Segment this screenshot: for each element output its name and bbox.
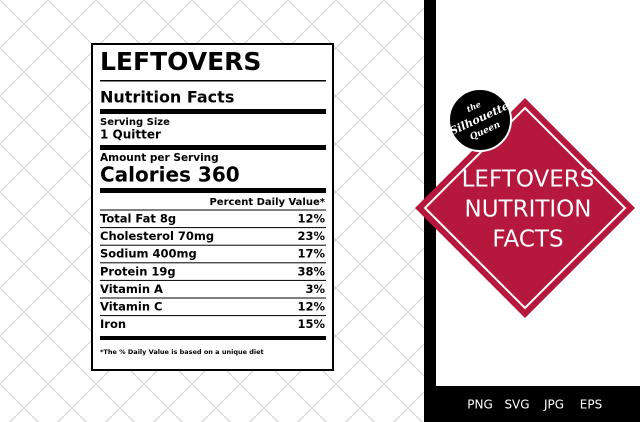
format-label: SVG <box>504 398 529 412</box>
nutrient-percent: 23% <box>297 229 325 243</box>
label-title: LEFTOVERS <box>100 47 261 76</box>
format-label: EPS <box>580 398 602 412</box>
nutrient-percent: 15% <box>297 317 325 331</box>
diamond-border <box>423 106 627 310</box>
nutrient-name: Cholesterol 70mg <box>100 229 214 243</box>
rule <box>100 145 326 150</box>
nutrient-percent: 12% <box>297 300 325 314</box>
nutrient-name: Protein 19g <box>100 264 176 278</box>
rule <box>100 315 326 317</box>
diamond <box>415 98 635 318</box>
rule <box>100 209 326 211</box>
format-label: PNG <box>467 398 493 412</box>
nutrient-name: Vitamin C <box>100 300 162 314</box>
rule <box>100 80 326 82</box>
label-subtitle: Nutrition Facts <box>100 88 234 107</box>
rule <box>100 279 326 281</box>
logo <box>448 88 512 152</box>
nutrient-name: Sodium 400mg <box>100 247 197 261</box>
badge-title: LEFTOVERS <box>462 167 595 193</box>
nutrient-name: Vitamin A <box>100 282 163 296</box>
nutrient-percent: 17% <box>297 247 325 261</box>
badge-title: FACTS <box>492 227 563 253</box>
nutrient-percent: 12% <box>297 212 325 226</box>
amount-label: Amount per Serving <box>100 152 219 164</box>
rule <box>100 188 326 193</box>
rule <box>100 336 326 340</box>
serving-size: 1 Quitter <box>100 128 161 142</box>
badge-title: NUTRITION <box>465 197 592 223</box>
dv-header: Percent Daily Value* <box>209 197 325 208</box>
nutrient-percent: 38% <box>297 264 325 278</box>
format-bar <box>424 386 640 422</box>
rule <box>100 227 326 229</box>
rule <box>100 109 326 114</box>
rule <box>100 262 326 264</box>
calories: Calories 360 <box>100 163 240 187</box>
nutrient-name: Iron <box>100 317 126 331</box>
serving-size-label: Serving Size <box>100 117 170 128</box>
rule <box>100 244 326 246</box>
footnote: *The % Daily Value is based on a unique … <box>100 348 264 356</box>
nutrient-percent: 3% <box>305 282 325 296</box>
rule <box>100 297 326 299</box>
format-label: JPG <box>543 398 564 412</box>
nutrient-name: Total Fat 8g <box>100 212 176 226</box>
